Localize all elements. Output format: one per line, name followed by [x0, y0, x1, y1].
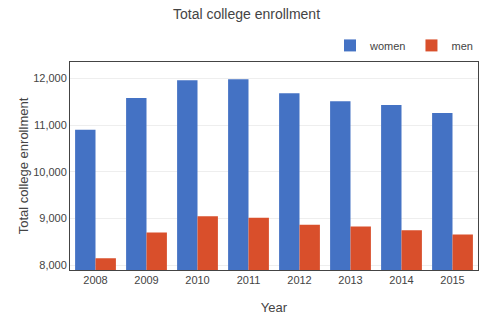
- svg-text:12,000: 12,000: [33, 72, 67, 84]
- svg-text:2013: 2013: [338, 274, 362, 286]
- svg-text:2015: 2015: [440, 274, 464, 286]
- svg-text:Total college enrollment: Total college enrollment: [173, 6, 320, 22]
- svg-text:men: men: [451, 40, 472, 52]
- svg-text:8,000: 8,000: [39, 259, 67, 271]
- svg-text:2010: 2010: [185, 274, 209, 286]
- svg-text:9,000: 9,000: [39, 212, 67, 224]
- svg-text:10,000: 10,000: [33, 166, 67, 178]
- svg-text:11,000: 11,000: [34, 119, 67, 131]
- svg-text:Year: Year: [261, 300, 288, 315]
- svg-text:2009: 2009: [134, 274, 158, 286]
- svg-text:Total college enrollment: Total college enrollment: [16, 97, 31, 234]
- svg-text:2012: 2012: [287, 274, 311, 286]
- svg-text:women: women: [369, 40, 405, 52]
- svg-text:2014: 2014: [389, 274, 413, 286]
- svg-text:2008: 2008: [83, 274, 107, 286]
- svg-text:2011: 2011: [237, 274, 261, 286]
